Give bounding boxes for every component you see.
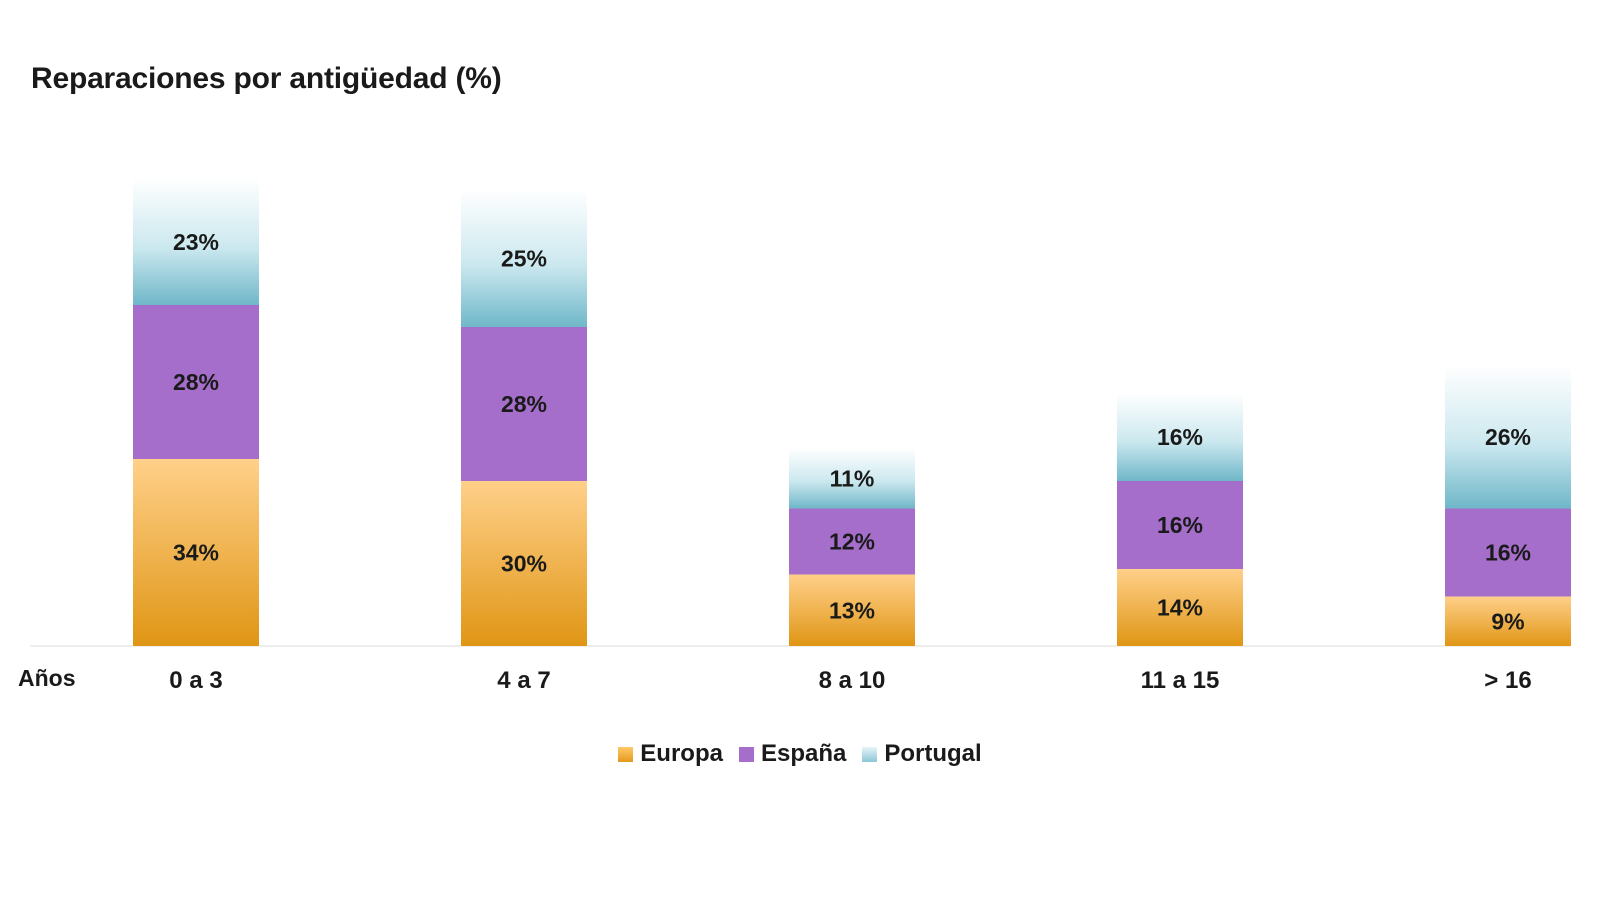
chart-title: Reparaciones por antigüedad (%) <box>31 62 502 95</box>
bar-espana-5 <box>1445 508 1571 597</box>
bar-portugal-3 <box>789 448 915 509</box>
data-label-portugal-2: 25% <box>501 245 547 271</box>
data-label-portugal-5: 26% <box>1485 424 1531 450</box>
x-tick-label-5: > 16 <box>1484 667 1531 694</box>
bar-europa-4 <box>1117 569 1243 646</box>
data-label-europa-5: 9% <box>1491 608 1524 634</box>
bar-espana-3 <box>789 508 915 575</box>
legend-swatch-europa <box>618 746 634 762</box>
legend-label-europa: Europa <box>640 740 723 767</box>
legend-swatch-espana <box>738 746 754 762</box>
bar-portugal-1 <box>133 178 259 305</box>
legend-label-portugal: Portugal <box>884 740 982 767</box>
data-label-europa-2: 30% <box>501 551 547 577</box>
data-label-europa-1: 34% <box>173 540 219 566</box>
legend: Europa España Portugal <box>0 740 1600 769</box>
data-label-espana-2: 28% <box>501 391 547 417</box>
bar-europa-2 <box>461 481 587 646</box>
data-label-europa-3: 13% <box>829 597 875 623</box>
x-tick-label-2: 4 a 7 <box>497 667 550 694</box>
legend-label-espana: España <box>760 740 847 767</box>
legend-item-europa: Europa <box>618 740 723 768</box>
data-label-portugal-3: 11% <box>830 465 875 491</box>
bar-portugal-5 <box>1445 365 1571 509</box>
x-tick-label-3: 8 a 10 <box>819 667 886 694</box>
data-label-europa-4: 14% <box>1157 595 1203 621</box>
bar-europa-3 <box>789 574 915 646</box>
x-tick-label-4: 11 a 15 <box>1141 667 1220 694</box>
data-label-espana-5: 16% <box>1485 540 1531 566</box>
data-label-espana-4: 16% <box>1157 512 1203 538</box>
bar-europa-1 <box>133 459 259 646</box>
legend-item-portugal: Portugal <box>862 740 982 768</box>
data-label-portugal-1: 23% <box>173 229 219 255</box>
bar-espana-2 <box>461 327 587 481</box>
x-axis-label: Años <box>18 665 76 691</box>
data-label-espana-3: 12% <box>829 529 875 555</box>
bar-portugal-4 <box>1117 393 1243 481</box>
data-label-espana-1: 28% <box>173 369 219 395</box>
bar-espana-1 <box>133 305 259 459</box>
data-label-portugal-4: 16% <box>1157 424 1203 450</box>
bar-espana-4 <box>1117 481 1243 569</box>
bar-europa-5 <box>1445 596 1571 646</box>
legend-item-espana: España <box>738 740 847 768</box>
x-tick-label-1: 0 a 3 <box>169 667 222 694</box>
bar-portugal-2 <box>461 189 587 327</box>
legend-swatch-portugal <box>862 746 878 762</box>
